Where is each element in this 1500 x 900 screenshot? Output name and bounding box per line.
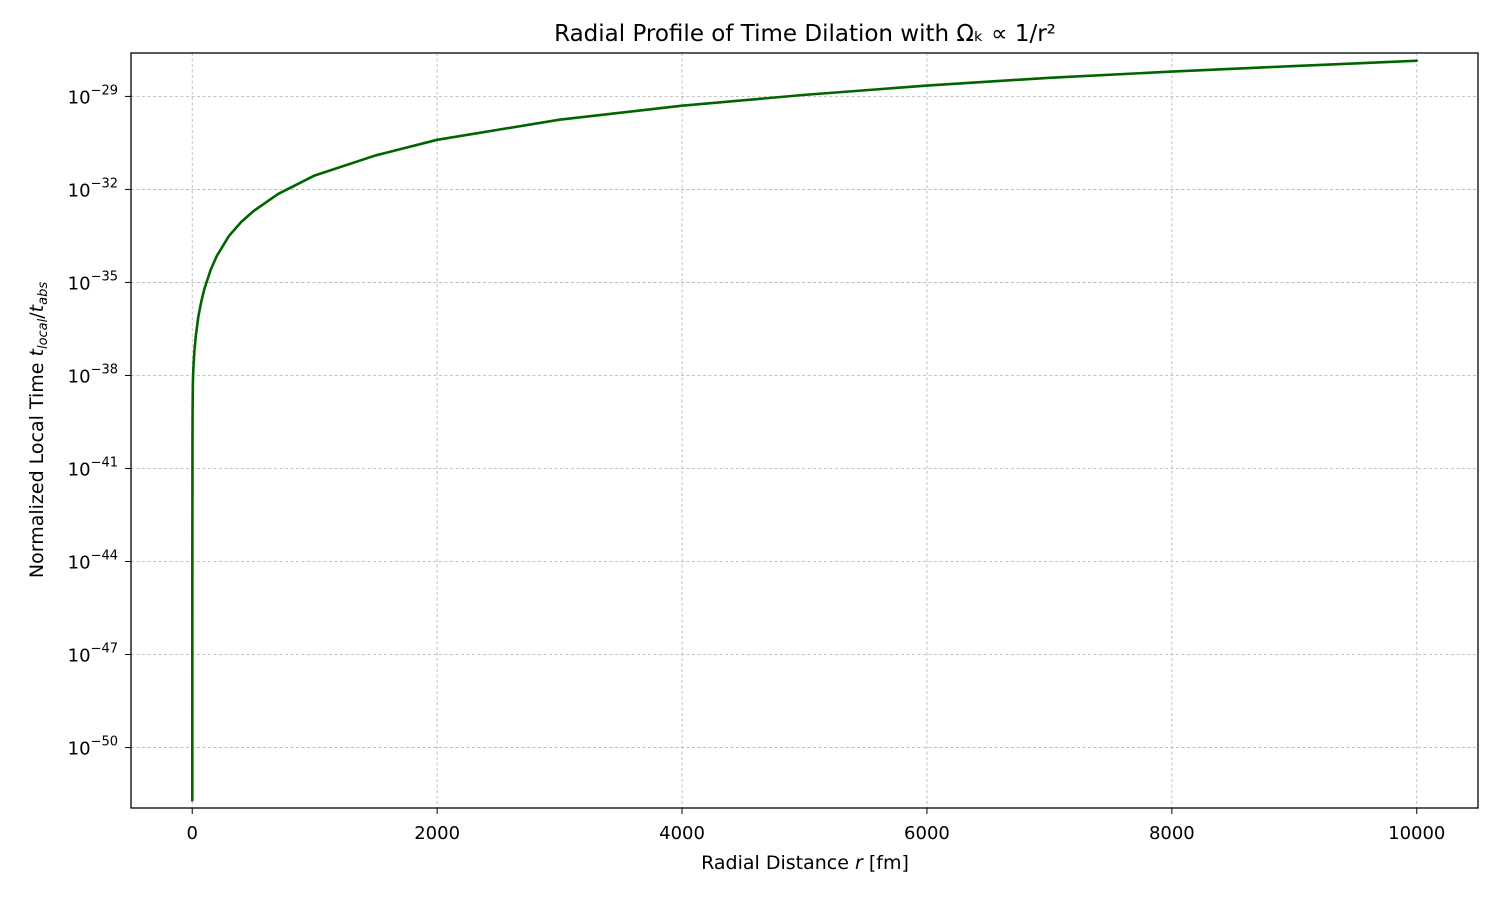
axis-ticks: 0 2000 4000 6000 8000 10000 10−50 10−47 10−44 10−… <box>68 83 1446 844</box>
x-tick-label: 0 <box>187 823 198 844</box>
y-axis-label: Normalized Local Time tlocal/tabs <box>26 282 51 578</box>
y-tick-label: 10−44 <box>68 549 118 574</box>
x-tick-label: 2000 <box>414 823 460 844</box>
x-tick-label: 4000 <box>659 823 705 844</box>
y-tick-label: 10−35 <box>68 269 118 294</box>
y-tick-label: 10−29 <box>68 83 118 108</box>
plot-frame <box>130 52 1479 809</box>
chart-title: Radial Profile of Time Dilation with Ωₖ … <box>554 21 1056 47</box>
y-tick-label: 10−47 <box>68 642 118 667</box>
grid-lines <box>131 53 1478 808</box>
x-tick-label: 8000 <box>1149 823 1195 844</box>
plot-lines <box>190 59 1419 802</box>
y-tick-label: 10−32 <box>68 176 118 201</box>
y-tick-label: 10−50 <box>68 735 118 760</box>
x-tick-label: 6000 <box>904 823 950 844</box>
series-line <box>190 59 1419 802</box>
x-tick-label: 10000 <box>1388 823 1445 844</box>
y-tick-label: 10−41 <box>68 455 118 480</box>
x-axis-label: Radial Distance r [fm] <box>701 852 909 874</box>
y-tick-label: 10−38 <box>68 362 118 387</box>
